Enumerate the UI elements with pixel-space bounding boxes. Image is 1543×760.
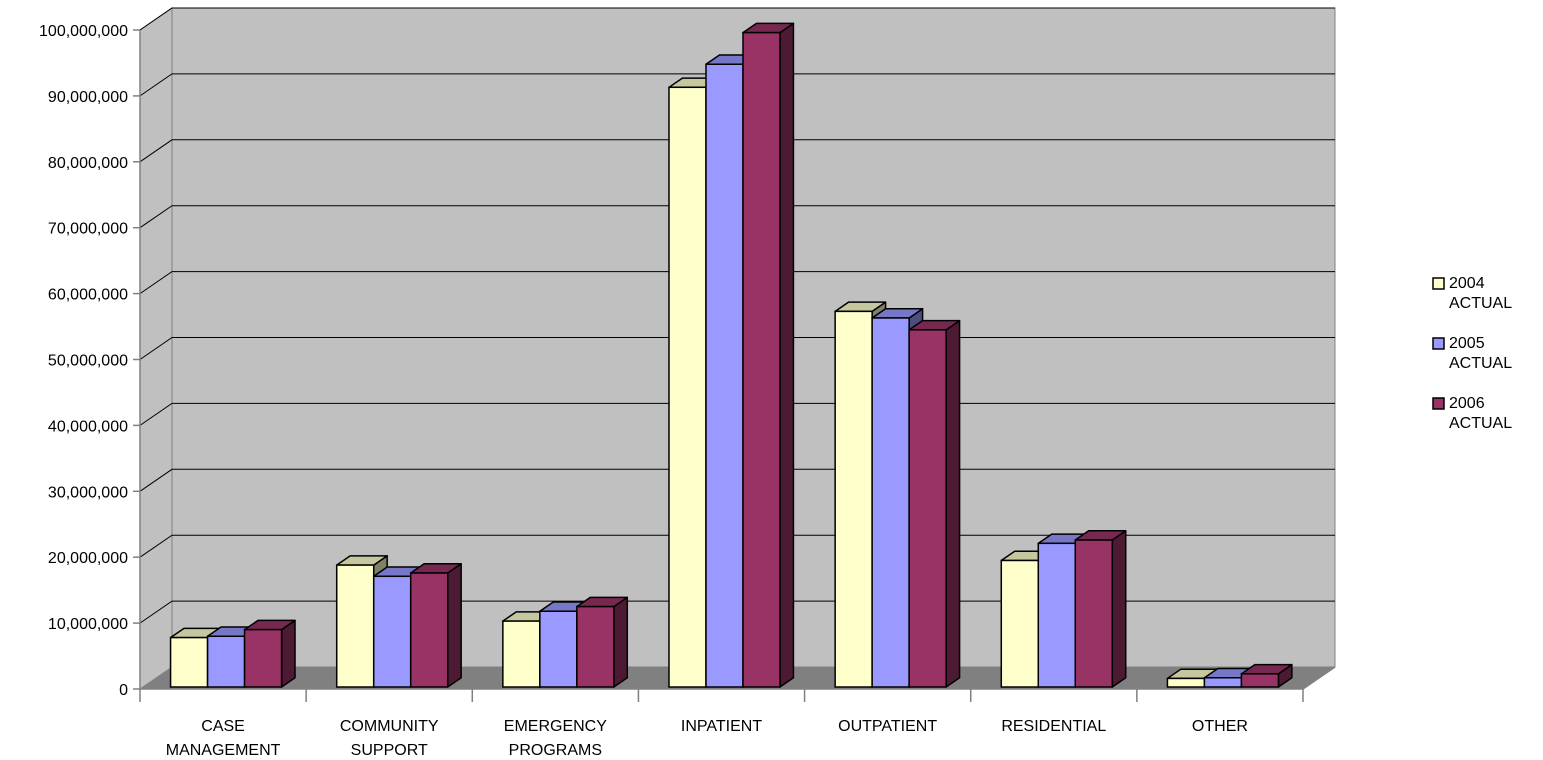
legend-swatch [1432, 397, 1445, 410]
y-tick-label: 80,000,000 [48, 155, 128, 172]
bar-front [206, 635, 246, 688]
bar-front [539, 610, 578, 688]
bar-front [1240, 673, 1280, 688]
bar-front [834, 310, 873, 688]
x-tick-label: OUTPATIENT [838, 718, 937, 735]
bar-front [908, 329, 947, 688]
x-tick-label: CASE MANAGEMENT [166, 718, 281, 759]
bar [576, 596, 629, 688]
x-tick-label: RESIDENTIAL [1001, 718, 1106, 735]
bar-front [1203, 677, 1243, 688]
y-tick-label: 50,000,000 [48, 353, 128, 370]
legend-swatch [1432, 277, 1445, 290]
x-tick-label: OTHER [1192, 718, 1248, 735]
legend: 2004 ACTUAL 2005 ACTUAL 2006 ACTUAL [1432, 275, 1512, 432]
bar [1240, 663, 1293, 688]
bar-side [945, 319, 961, 688]
bar-front [871, 317, 910, 688]
bar-front [335, 564, 375, 688]
x-axis-ticks: CASE MANAGEMENT COMMUNITY SUPPORT EMERGENCY P… [139, 689, 1304, 759]
y-axis-ticks: 0 10,000,000 20,000,000 30,000,000 40,000,00… [39, 23, 140, 699]
bar-front [668, 86, 707, 688]
bar-front [1000, 559, 1040, 688]
gridline [139, 139, 1335, 163]
bar-front [1166, 677, 1206, 688]
x-axis-depth-line [1302, 666, 1336, 690]
bar [243, 619, 296, 688]
gridline [139, 205, 1335, 229]
bar-side [1111, 530, 1127, 688]
bars [169, 22, 1293, 688]
y-tick-label: 60,000,000 [48, 287, 128, 304]
x-tick-label: COMMUNITY SUPPORT [340, 718, 439, 759]
bar [908, 319, 961, 688]
bar-front [409, 572, 449, 688]
bar [742, 22, 795, 688]
bar [409, 563, 462, 688]
bar-front [705, 63, 744, 688]
bar-front [502, 620, 541, 688]
legend-label: 2005 ACTUAL [1449, 335, 1512, 372]
bar-side [446, 563, 462, 688]
gridline [139, 7, 1335, 31]
y-tick-label: 100,000,000 [39, 23, 128, 40]
y-tick-label: 20,000,000 [48, 550, 128, 567]
bar-front [169, 636, 209, 688]
y-tick-label: 0 [119, 682, 128, 699]
bar-side [613, 596, 629, 688]
bar-side [280, 619, 296, 688]
y-tick-label: 70,000,000 [48, 221, 128, 238]
x-tick-label: INPATIENT [681, 718, 762, 735]
bar-front [372, 575, 412, 688]
bar-side [779, 22, 795, 688]
bar-front [1037, 542, 1077, 688]
x-tick-label: EMERGENCY PROGRAMS [504, 718, 607, 759]
bar-front [742, 31, 781, 688]
gridline [139, 73, 1335, 97]
legend-label: 2004 ACTUAL [1449, 275, 1512, 312]
y-tick-label: 40,000,000 [48, 418, 128, 435]
y-tick-label: 90,000,000 [48, 89, 128, 106]
legend-swatch [1432, 337, 1445, 350]
bar-front [1074, 539, 1114, 688]
bar [1074, 530, 1127, 688]
legend-label: 2006 ACTUAL [1449, 395, 1512, 432]
gridline [139, 271, 1335, 295]
bar-front [576, 605, 615, 688]
bar-front [243, 628, 283, 688]
y-tick-label: 10,000,000 [48, 616, 128, 633]
y-tick-label: 30,000,000 [48, 484, 128, 501]
